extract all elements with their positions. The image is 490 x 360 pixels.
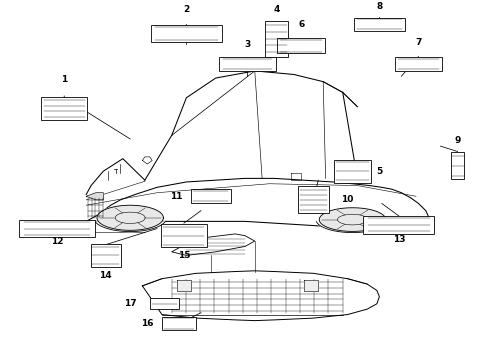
Bar: [91, 244, 121, 267]
Text: 7: 7: [415, 38, 421, 47]
Polygon shape: [143, 271, 379, 321]
Text: 5: 5: [376, 167, 383, 176]
Text: 2: 2: [183, 5, 190, 14]
Text: 6: 6: [298, 20, 304, 29]
Text: 1: 1: [61, 75, 67, 84]
Text: 17: 17: [124, 299, 137, 308]
Bar: [395, 57, 441, 71]
Text: 12: 12: [50, 237, 63, 246]
Text: 15: 15: [178, 251, 190, 260]
Text: 16: 16: [141, 319, 153, 328]
Bar: [150, 298, 178, 309]
Bar: [334, 159, 371, 183]
Bar: [220, 57, 275, 71]
Bar: [162, 317, 196, 330]
Text: 4: 4: [273, 5, 280, 14]
Polygon shape: [86, 193, 103, 200]
Bar: [161, 224, 207, 247]
Polygon shape: [86, 178, 428, 232]
Text: 13: 13: [392, 235, 405, 244]
Bar: [191, 189, 231, 203]
Polygon shape: [317, 222, 389, 233]
Polygon shape: [304, 280, 318, 291]
Text: 11: 11: [171, 192, 183, 201]
Polygon shape: [96, 222, 165, 231]
Bar: [277, 38, 325, 53]
Polygon shape: [143, 157, 152, 164]
Bar: [451, 152, 465, 179]
Bar: [41, 97, 87, 120]
Polygon shape: [176, 280, 191, 291]
Text: 8: 8: [376, 2, 383, 11]
Bar: [354, 18, 405, 31]
Text: 9: 9: [454, 136, 461, 145]
Polygon shape: [172, 234, 255, 255]
Bar: [298, 186, 329, 213]
Text: 3: 3: [245, 40, 250, 49]
Bar: [265, 21, 289, 57]
Text: 10: 10: [342, 195, 354, 204]
Polygon shape: [319, 208, 386, 231]
Bar: [151, 25, 222, 42]
Text: 14: 14: [99, 271, 112, 280]
Bar: [19, 220, 95, 237]
Bar: [364, 216, 434, 234]
Polygon shape: [97, 205, 163, 230]
